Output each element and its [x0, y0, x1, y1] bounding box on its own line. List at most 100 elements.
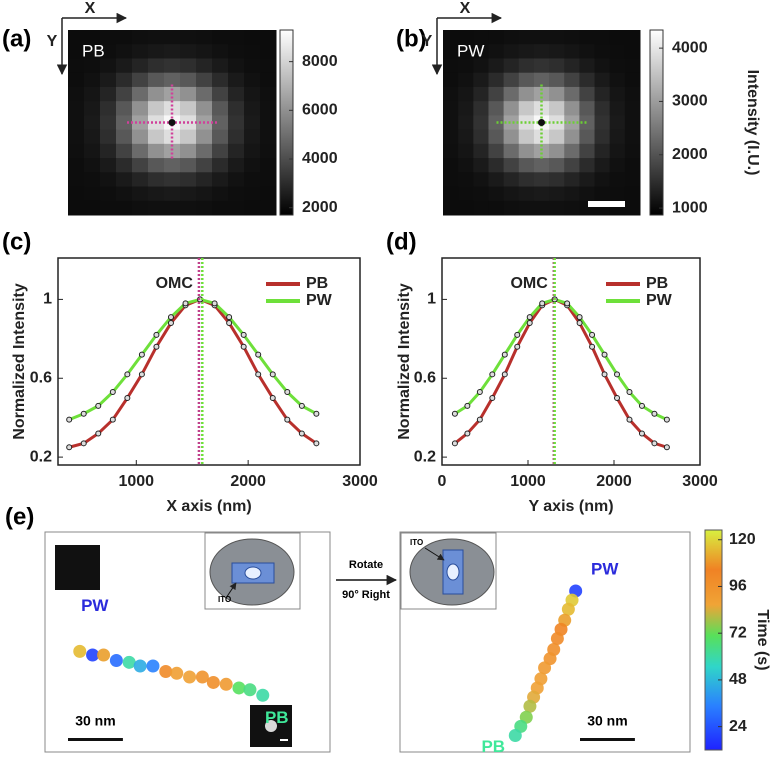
pixel: [579, 186, 596, 202]
pixel: [196, 44, 213, 59]
pixel: [458, 172, 474, 188]
start-label: PW: [591, 559, 619, 578]
pixel: [212, 200, 229, 216]
pixel: [148, 200, 165, 216]
panel-label: (c): [2, 228, 31, 255]
trajectory-point: [183, 670, 197, 684]
pixel: [488, 86, 505, 102]
pixel: [579, 129, 596, 145]
pixel: [503, 115, 520, 131]
pixel: [180, 58, 197, 74]
pixel: [244, 101, 261, 116]
x-axis-label: X axis (nm): [166, 498, 251, 515]
pixel: [148, 72, 165, 88]
pixel: [609, 58, 626, 74]
pixel: [533, 58, 550, 74]
pixel: [609, 186, 626, 202]
pixel: [180, 200, 197, 216]
pixel: [609, 86, 626, 102]
pixel: [84, 115, 101, 131]
pixel: [564, 143, 580, 159]
pixel: [579, 101, 596, 116]
fit-line: [454, 297, 668, 422]
pixel: [68, 86, 85, 102]
pixel: [518, 129, 535, 145]
data-point: [66, 416, 73, 423]
pixel: [564, 172, 580, 188]
data-point: [124, 394, 131, 401]
pixel: [624, 44, 641, 59]
inset-label: ITO: [410, 538, 423, 547]
pixel: [488, 101, 505, 116]
pixel: [533, 158, 550, 173]
pixel: [116, 115, 133, 131]
pixel: [212, 86, 229, 102]
end-label: PB: [481, 737, 505, 756]
pixel: [518, 115, 535, 131]
data-point: [663, 444, 670, 451]
pixel: [244, 158, 261, 173]
y-tick-label: 1: [427, 291, 436, 308]
colorbar-label: Intensity (I.U.): [744, 70, 761, 176]
data-point: [464, 402, 471, 409]
pixel: [100, 143, 117, 159]
pixel: [549, 129, 565, 145]
pixel: [116, 158, 133, 173]
pixel: [244, 115, 261, 131]
pixel: [518, 186, 535, 202]
pixel: [594, 101, 611, 116]
pixel: [473, 172, 489, 188]
pixel: [212, 44, 229, 59]
axis-arrow-label: Y: [422, 33, 433, 50]
annotation: OMC: [510, 275, 548, 292]
pixel: [579, 44, 596, 59]
pixel: [212, 58, 229, 74]
start-label: PW: [81, 596, 109, 615]
pixel: [228, 158, 245, 173]
pixel: [443, 172, 459, 188]
legend-label: PB: [306, 275, 328, 292]
pixel: [549, 44, 565, 59]
pixel: [148, 143, 165, 159]
pixel: [212, 129, 229, 145]
pixel: [443, 30, 459, 45]
pixel: [579, 172, 596, 188]
data-point: [514, 343, 521, 350]
data-point: [601, 371, 608, 378]
scale-bar-label: 30 nm: [75, 713, 115, 729]
colorbar-tick-label: 3000: [672, 93, 708, 110]
data-point: [526, 320, 533, 327]
pixel: [132, 58, 149, 74]
x-axis-label: Y axis (nm): [528, 498, 613, 515]
data-point: [138, 351, 145, 358]
pixel: [212, 158, 229, 173]
pixel: [458, 186, 474, 202]
y-tick-label: 0.2: [414, 448, 436, 465]
pixel: [132, 172, 149, 188]
data-point: [589, 331, 596, 338]
pixel: [196, 186, 213, 202]
data-point: [269, 394, 276, 401]
pixel: [260, 158, 277, 173]
pixel: [100, 200, 117, 216]
pixel: [473, 58, 489, 74]
colorbar-tick-label: 72: [729, 624, 747, 641]
pixel: [549, 172, 565, 188]
pixel: [100, 101, 117, 116]
trajectory-point: [550, 632, 564, 646]
pixel: [116, 143, 133, 159]
pixel: [196, 101, 213, 116]
pixel: [594, 115, 611, 131]
pixel: [609, 129, 626, 145]
pixel: [164, 30, 181, 45]
pixel: [100, 129, 117, 145]
pixel: [458, 72, 474, 88]
pixel: [84, 101, 101, 116]
pixel: [503, 143, 520, 159]
trajectory-point: [219, 677, 233, 691]
pixel: [84, 44, 101, 59]
data-point: [614, 394, 621, 401]
pixel: [196, 72, 213, 88]
pixel: [132, 200, 149, 216]
